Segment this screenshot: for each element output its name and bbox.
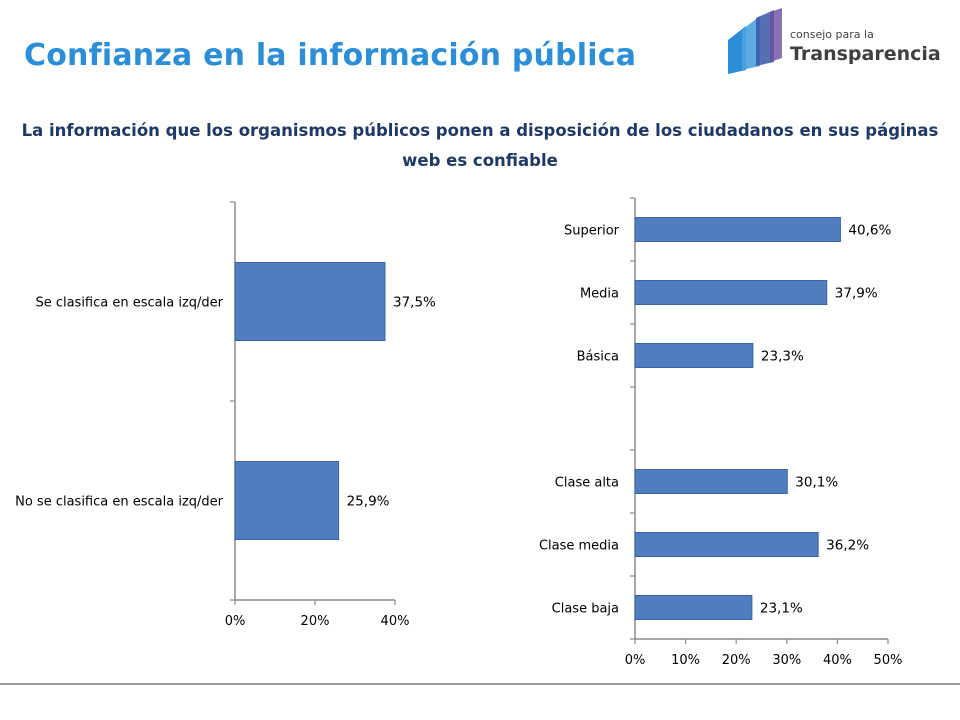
bar	[634, 343, 754, 368]
slide-title: Confianza en la información pública	[24, 38, 637, 73]
chart-education-class: 0% 10% 20% 30% 40% 50% 40,6% Superior 37,9% Media…	[539, 197, 903, 668]
data-label: 23,1%	[760, 601, 803, 617]
bar	[234, 262, 386, 341]
bar	[634, 217, 841, 242]
logo-mark-icon	[728, 8, 782, 74]
chart-subtitle: La información que los organismos públic…	[21, 121, 939, 170]
bar	[634, 532, 819, 557]
category-label: Básica	[577, 350, 619, 365]
data-label: 23,3%	[761, 349, 804, 365]
x-tick-label: 40%	[823, 653, 852, 668]
category-label: No se clasifica en escala izq/der	[15, 495, 224, 510]
category-label: Se clasifica en escala izq/der	[35, 296, 223, 311]
category-label: Media	[580, 287, 619, 302]
logo-text-small: consejo para la	[790, 28, 874, 41]
x-tick-label: 20%	[722, 653, 751, 668]
bar	[234, 461, 340, 540]
bottom-divider	[0, 683, 960, 685]
transparencia-logo: consejo para la Transparencia	[726, 8, 941, 78]
x-tick-label: 50%	[874, 653, 903, 668]
data-label: 37,9%	[835, 286, 878, 302]
category-label: Clase baja	[552, 602, 619, 617]
x-tick-label: 0%	[625, 653, 646, 668]
x-tick-label: 40%	[381, 614, 410, 629]
chart-ideology: 0% 20% 40% 37,5% Se clasifica en escala izq/…	[15, 201, 436, 629]
x-tick-label: 10%	[671, 653, 700, 668]
data-label: 36,2%	[826, 538, 869, 554]
data-label: 40,6%	[848, 223, 891, 239]
data-label: 25,9%	[347, 494, 390, 510]
x-tick-label: 30%	[772, 653, 801, 668]
data-label: 30,1%	[795, 475, 838, 491]
category-label: Superior	[564, 224, 620, 239]
data-label: 37,5%	[393, 295, 436, 311]
category-label: Clase alta	[555, 476, 619, 491]
bar	[634, 595, 753, 620]
bar	[634, 469, 788, 494]
x-tick-label: 20%	[301, 614, 330, 629]
category-label: Clase media	[539, 539, 619, 554]
bar	[634, 280, 828, 305]
x-tick-label: 0%	[225, 614, 246, 629]
logo-text-large: Transparencia	[790, 43, 941, 65]
